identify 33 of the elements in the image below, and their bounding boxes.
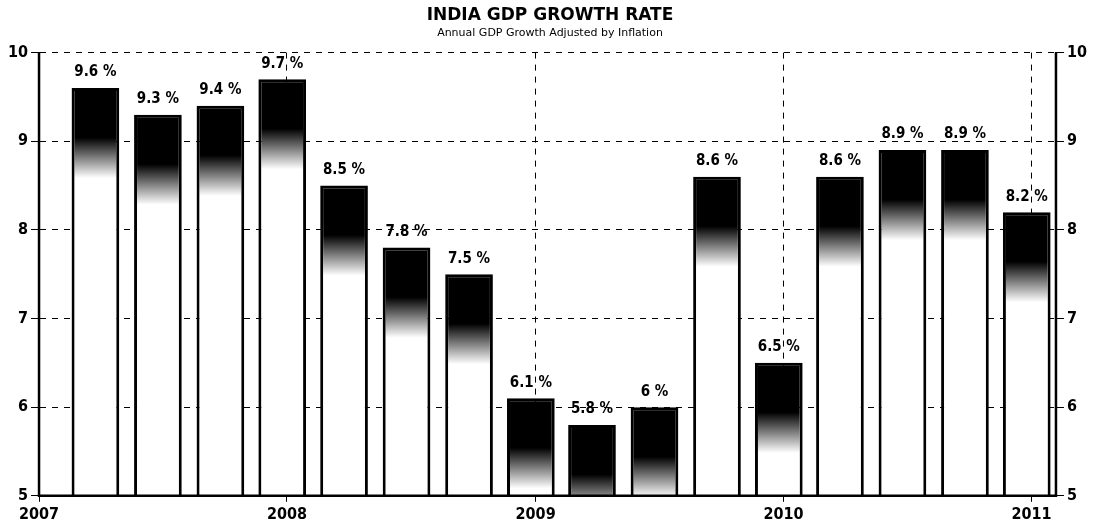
x-tick-label: 2011: [1011, 503, 1052, 523]
data-label: 9.7 %: [261, 53, 304, 72]
data-label: 6 %: [640, 381, 669, 400]
data-label: 8.9 %: [943, 124, 987, 143]
y2-tick-label: 9: [1066, 130, 1077, 150]
y-tick-label: 6: [18, 396, 29, 416]
x-tick-label: 2010: [763, 503, 804, 523]
y-tick-label: 7: [18, 307, 29, 327]
x-tick-label: 2008: [266, 503, 308, 523]
y-tick-label: 9: [18, 130, 29, 150]
data-label: 8.6 %: [695, 151, 739, 170]
data-label: 7.5 %: [447, 248, 491, 267]
data-label: 8.5 %: [322, 159, 366, 178]
x-tick-label: 2007: [19, 503, 60, 523]
y-tick-label: 10: [8, 41, 29, 61]
y2-tick-label: 5: [1066, 484, 1077, 504]
x-tick-label: 2009: [515, 503, 556, 523]
y2-tick-label: 7: [1066, 307, 1077, 327]
y2-tick-label: 6: [1066, 396, 1077, 416]
data-label: 8.9 %: [881, 124, 924, 143]
data-label: 6.1 %: [509, 372, 553, 391]
data-label: 9.3 %: [136, 89, 180, 108]
y-tick-label: 5: [18, 484, 29, 504]
data-label: 8.6 %: [818, 151, 862, 170]
y2-tick-label: 8: [1066, 219, 1077, 239]
data-label: 8.2 %: [1005, 186, 1049, 205]
y-tick-label: 8: [18, 219, 29, 239]
chart-title: INDIA GDP GROWTH RATE: [425, 4, 675, 24]
data-label: 9.6 %: [74, 62, 117, 81]
y2-tick-label: 10: [1066, 41, 1087, 61]
chart-subtitle: Annual GDP Growth Adjusted by Inflation: [436, 26, 664, 39]
data-label: 6.5 %: [757, 337, 801, 356]
data-label: 9.4 %: [199, 80, 242, 99]
